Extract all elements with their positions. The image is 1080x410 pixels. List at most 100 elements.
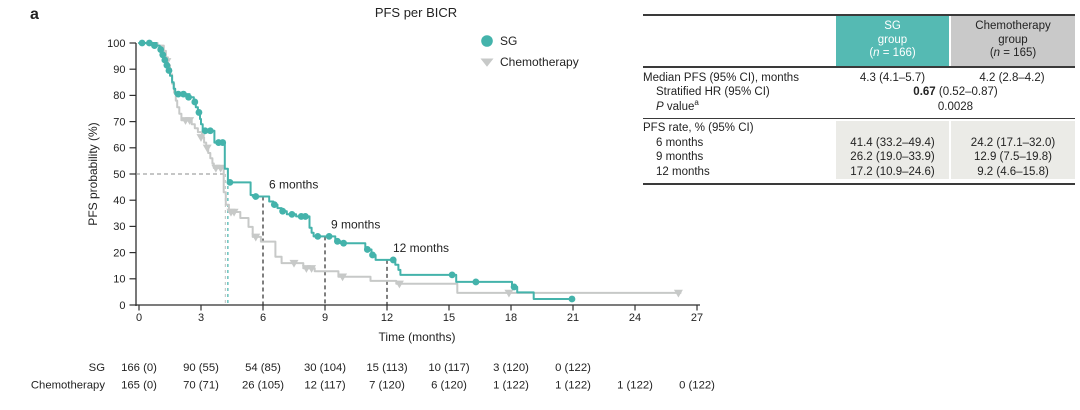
rate-6-months-chemo-value: 24.2 (17.1–32.0) <box>949 135 1075 150</box>
rate-9-months-sg-value: 26.2 (19.0–33.9) <box>836 150 949 165</box>
x-tick-label: 9 <box>322 312 328 324</box>
censor-mark-circle <box>163 61 171 69</box>
chemo-header-line2: group <box>998 33 1028 46</box>
censor-mark-triangle <box>504 289 514 298</box>
censor-mark-circle <box>389 256 397 264</box>
censor-mark-circle <box>369 251 376 259</box>
sg-header-n: (n = 166) <box>836 47 949 61</box>
censor-mark-circle <box>325 232 333 240</box>
x-axis-title: Time (months) <box>379 330 456 344</box>
rate-6-months-label: 6 months <box>656 136 704 149</box>
risk-value: 6 (120) <box>431 380 467 392</box>
stats-table-header-row: SG group (n = 166) Chemotherapy group (n… <box>643 14 1075 68</box>
censor-mark-circle <box>174 90 182 98</box>
x-tick-label: 3 <box>198 312 204 324</box>
censor-mark-circle <box>195 109 203 116</box>
panel-label: a <box>30 6 39 23</box>
km-curve-chemotherapy <box>138 42 682 294</box>
legend-label-sg: SG <box>500 34 517 48</box>
x-tick-label: 18 <box>505 312 517 324</box>
risk-value: 3 (120) <box>493 362 529 374</box>
chemotherapy-group-header: Chemotherapy group (n = 165) <box>949 16 1075 66</box>
risk-row-label-sg: SG <box>89 362 105 374</box>
sg-header-line2: group <box>877 33 908 46</box>
risk-value: 15 (113) <box>366 362 407 374</box>
censor-mark-circle <box>568 295 576 303</box>
risk-value: 165 (0) <box>121 380 157 392</box>
hr-value-rest: (0.52–0.87) <box>935 86 998 98</box>
chemo-n-rest: = 165) <box>1000 47 1037 59</box>
x-tick-label: 27 <box>691 312 703 324</box>
landmark-label-6-months: 6 months <box>269 178 318 192</box>
censor-mark-circle <box>180 90 187 98</box>
censor-mark-circle <box>206 127 214 135</box>
km-plot: 0 10 20 30 40 50 60 70 80 90 100 0 3 6 9 12 15 18 21 24 27 Ti… <box>31 5 715 392</box>
censor-mark-circle <box>301 213 309 220</box>
rate-12-months-chemo-value: 9.2 (4.6–15.8) <box>949 164 1075 179</box>
stats-table-rate-section: PFS rate, % (95% CI) 6 months 41.4 (33.2… <box>643 119 1075 185</box>
risk-value: 30 (104) <box>304 362 346 374</box>
risk-value: 0 (122) <box>555 362 591 374</box>
stats-table: SG group (n = 166) Chemotherapy group (n… <box>643 14 1075 185</box>
stratified-hr-label: Stratified HR (95% CI) <box>656 86 770 98</box>
median-pfs-chemo-value: 4.2 (2.8–4.2) <box>979 71 1045 84</box>
landmark-label-9-months: 9 months <box>331 217 380 231</box>
p-value-superscript: a <box>694 97 699 107</box>
rate-12-months-sg-value: 17.2 (10.9–24.6) <box>836 164 949 179</box>
risk-value: 26 (105) <box>242 380 284 392</box>
hr-value-bold: 0.67 <box>913 86 936 98</box>
rate-9-months-chemo-value: 12.9 (7.5–19.8) <box>949 150 1075 165</box>
censor-mark-circle <box>252 193 260 200</box>
risk-value: 1 (122) <box>555 380 591 392</box>
chemo-header-line1: Chemotherapy <box>975 20 1051 32</box>
axes: 0 10 20 30 40 50 60 70 80 90 100 0 3 6 9 12 15 18 21 24 27 Ti… <box>86 38 703 344</box>
censor-mark-triangle <box>216 164 226 173</box>
censor-mark-circle <box>201 127 209 135</box>
p-value-row: P valuea 0.0028 <box>643 97 1075 115</box>
risk-value: 166 (0) <box>121 362 157 374</box>
landmark-label-12-months: 12 months <box>393 241 449 255</box>
censor-mark-circle <box>145 39 153 47</box>
median-guides <box>136 173 229 305</box>
rate-12-months-label: 12 months <box>656 165 710 178</box>
legend-label-chemotherapy: Chemotherapy <box>500 55 579 69</box>
stats-table-corner-cell <box>643 16 836 66</box>
median-pfs-sg-value: 4.3 (4.1–5.7) <box>859 71 926 84</box>
y-axis-title: PFS probability (%) <box>86 122 100 225</box>
censor-mark-circle <box>157 46 165 53</box>
pfs-rate-header-row: PFS rate, % (95% CI) <box>643 121 1075 136</box>
censor-mark-circle <box>448 271 456 279</box>
risk-value: 1 (122) <box>617 380 653 392</box>
rate-6-months-sg-value: 41.4 (33.2–49.4) <box>836 135 949 150</box>
y-tick-label: 80 <box>113 90 125 102</box>
rate-12-months-row: 12 months 17.2 (10.9–24.6) 9.2 (4.6–15.8… <box>643 164 1075 179</box>
censor-mark-circle <box>340 239 348 247</box>
censor-mark-triangle <box>251 233 261 242</box>
number-at-risk-table: SG 166 (0) 90 (55) 54 (85) 30 (104) 15 (113) 1… <box>31 362 715 392</box>
sg-n-prefix: ( <box>869 47 874 59</box>
x-tick-label: 24 <box>629 312 641 324</box>
landmark-annotations: 6 months 9 months 12 months <box>262 178 449 305</box>
stats-table-top-section: Median PFS (95% CI), months 4.3 (4.1–5.7… <box>643 68 1075 119</box>
censor-mark-triangle <box>196 134 206 142</box>
p-value-label-rest: value <box>663 100 695 113</box>
censor-mark-triangle <box>229 208 239 217</box>
y-tick-label: 20 <box>113 247 125 259</box>
censor-mark-circle <box>219 139 227 146</box>
y-tick-label: 90 <box>113 64 125 76</box>
sg-n-rest: = 166) <box>879 47 916 59</box>
censor-mark-circle <box>159 51 167 59</box>
sg-group-header: SG group (n = 166) <box>836 16 949 66</box>
y-tick-label: 30 <box>113 221 125 233</box>
risk-value: 70 (71) <box>183 380 219 392</box>
censor-mark-circle <box>191 98 199 106</box>
risk-value: 10 (117) <box>428 362 469 374</box>
pfs-rate-label: PFS rate, % (95% CI) <box>643 122 754 134</box>
censor-mark-triangle <box>338 273 348 282</box>
censor-mark-circle <box>510 283 518 291</box>
risk-value: 12 (117) <box>304 380 345 392</box>
pfs-rate-sg-spacer <box>836 121 949 136</box>
y-tick-label: 100 <box>107 38 125 50</box>
chart-title: PFS per BICR <box>375 5 457 20</box>
risk-value: 54 (85) <box>245 362 281 374</box>
